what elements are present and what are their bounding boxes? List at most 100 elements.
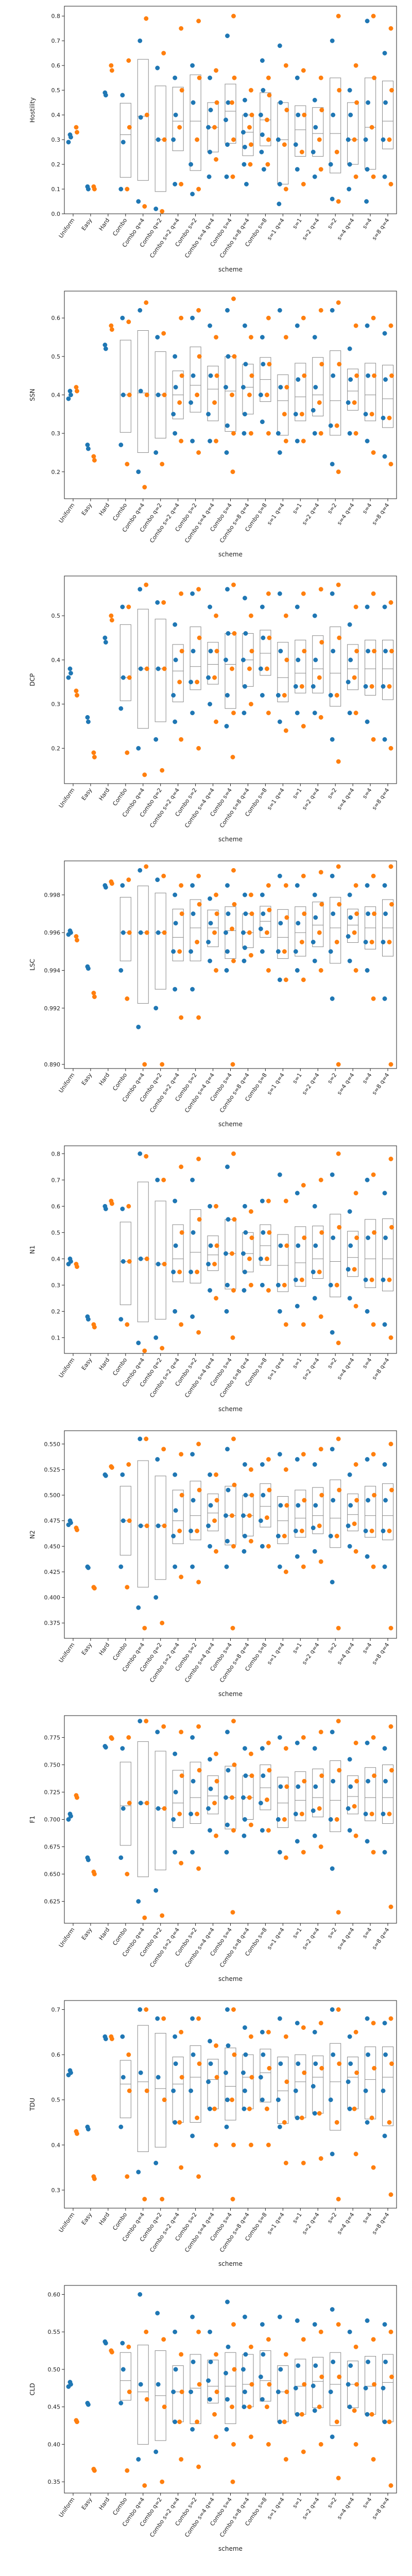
point-series-a xyxy=(276,2097,281,2103)
box xyxy=(190,2045,201,2123)
point-series-b xyxy=(232,1762,237,1767)
box xyxy=(207,1235,219,1271)
point-series-a xyxy=(225,2299,230,2304)
box xyxy=(312,357,324,417)
point-series-a xyxy=(103,2037,108,2041)
point-series-a xyxy=(173,2329,178,2334)
point-series-b xyxy=(387,1277,392,1282)
point-series-a xyxy=(208,1828,213,1833)
point-series-b xyxy=(179,2029,184,2035)
x-tick-label: s=1 xyxy=(291,1072,303,1084)
point-series-a xyxy=(190,591,195,596)
point-series-b xyxy=(249,373,254,378)
point-series-a xyxy=(243,2052,248,2057)
point-series-b xyxy=(247,393,252,397)
x-tick-label: s=4 xyxy=(361,2211,373,2224)
point-series-a xyxy=(330,2007,335,2012)
x-tick-label: Easy xyxy=(80,217,94,232)
x-tick-label: s=2 q=4 xyxy=(301,217,321,241)
x-tick-label: s=2 q=4 xyxy=(301,502,321,526)
point-series-a xyxy=(225,883,230,888)
point-series-b xyxy=(388,1335,393,1340)
point-series-a xyxy=(382,174,387,179)
point-series-a xyxy=(242,2389,247,2395)
point-series-a xyxy=(138,1436,143,1442)
x-tick-label: s=1 xyxy=(291,502,303,515)
point-series-a xyxy=(155,1457,160,1462)
point-series-a xyxy=(208,2039,213,2044)
point-series-a xyxy=(330,1580,335,1585)
x-tick-label: Combo xyxy=(111,1641,128,1662)
point-series-b xyxy=(179,88,184,93)
point-series-a xyxy=(121,140,126,145)
point-series-a xyxy=(295,1303,300,1309)
point-series-a xyxy=(260,892,265,897)
point-series-a xyxy=(330,1330,335,1335)
point-series-a xyxy=(156,393,161,397)
point-series-a xyxy=(226,1217,231,1222)
y-tick-label: 0.998 xyxy=(44,892,61,899)
point-series-b xyxy=(266,431,271,436)
point-series-b xyxy=(334,1817,339,1822)
point-series-b xyxy=(195,2419,200,2425)
point-series-b xyxy=(196,1580,201,1585)
point-series-a xyxy=(120,1206,125,1211)
point-series-a xyxy=(312,97,317,103)
point-series-a xyxy=(208,1503,213,1508)
point-series-b xyxy=(214,968,219,973)
point-series-a xyxy=(208,958,213,963)
point-series-b xyxy=(388,1157,393,1161)
box xyxy=(382,365,394,428)
point-series-a xyxy=(348,1243,353,1248)
point-series-b xyxy=(75,2131,79,2136)
point-series-b xyxy=(232,2052,237,2057)
point-series-b xyxy=(388,181,393,187)
point-series-b xyxy=(230,2404,234,2410)
point-series-a xyxy=(381,684,386,689)
x-axis-label: scheme xyxy=(218,551,243,558)
x-tick-label: s=8 q=4 xyxy=(371,1357,391,1381)
point-series-b xyxy=(160,768,165,773)
point-series-a xyxy=(208,108,213,112)
point-series-b xyxy=(318,968,323,973)
point-series-a xyxy=(121,1518,126,1523)
point-series-a xyxy=(277,591,282,596)
point-series-b xyxy=(179,315,184,320)
point-series-a xyxy=(173,1564,178,1569)
point-series-b xyxy=(92,1586,97,1591)
point-series-b xyxy=(301,1735,306,1740)
point-series-b xyxy=(318,870,323,875)
point-series-b xyxy=(353,63,358,68)
point-series-a xyxy=(383,1778,388,1784)
point-series-a xyxy=(295,710,300,716)
point-series-a xyxy=(383,649,388,654)
point-series-a xyxy=(347,1544,352,1549)
point-series-a xyxy=(312,1746,317,1751)
point-series-a xyxy=(330,996,335,1001)
point-series-b xyxy=(301,873,306,878)
point-series-a xyxy=(173,719,178,724)
x-tick-label: Combo xyxy=(111,2496,128,2516)
point-series-a xyxy=(277,1735,282,1740)
plot-frame xyxy=(64,2000,397,2209)
point-series-a xyxy=(347,1209,352,1214)
point-series-b xyxy=(179,1164,184,1170)
point-series-a xyxy=(261,2052,266,2057)
point-series-b xyxy=(301,2025,306,2030)
point-series-a xyxy=(190,2016,195,2021)
point-series-b xyxy=(388,2329,393,2334)
point-series-b xyxy=(179,737,184,742)
point-series-a xyxy=(208,921,213,926)
y-tick-label: 0.6 xyxy=(52,1203,61,1210)
box xyxy=(295,639,306,693)
box xyxy=(382,1483,394,1540)
point-series-b xyxy=(248,2034,253,2039)
point-series-b xyxy=(214,68,219,73)
y-tick-label: 0.500 xyxy=(44,1492,61,1499)
box xyxy=(382,1764,394,1824)
point-series-b xyxy=(144,2007,149,2012)
point-series-b xyxy=(75,1795,79,1800)
point-series-b xyxy=(389,902,394,907)
point-series-a xyxy=(312,2408,317,2413)
